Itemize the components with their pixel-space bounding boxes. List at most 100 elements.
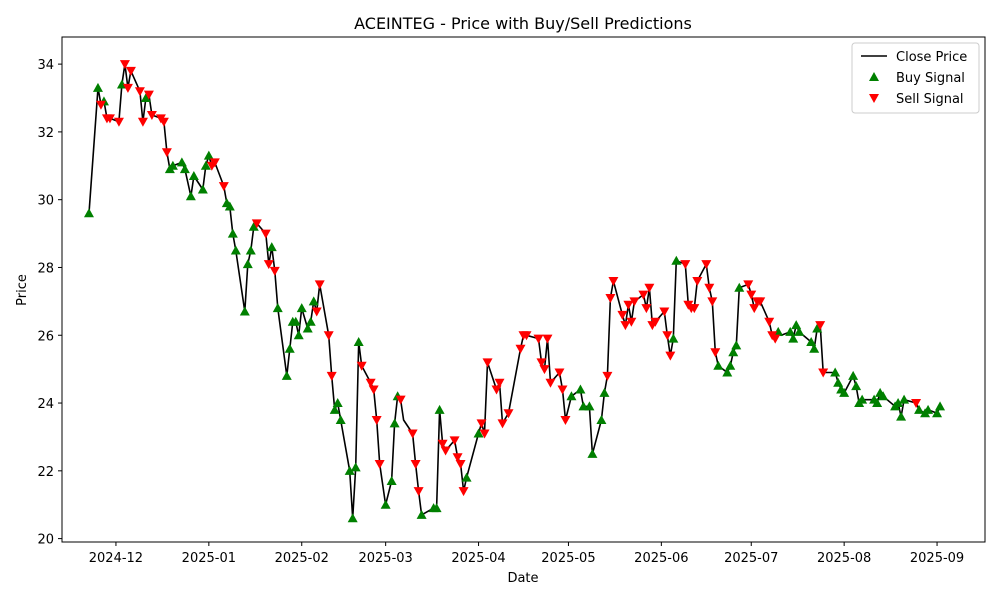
- chart-title: ACEINTEG - Price with Buy/Sell Predictio…: [354, 14, 692, 33]
- sell-signal-marker: [689, 304, 700, 314]
- sell-signal-marker: [629, 297, 640, 307]
- buy-signal-marker: [839, 387, 850, 397]
- buy-signal-marker: [293, 330, 304, 340]
- sell-signal-marker: [650, 317, 661, 327]
- buy-signal-marker: [872, 398, 883, 408]
- buy-signal-marker: [734, 282, 745, 292]
- y-axis-ticks: 20 22 24 26 28 30 32 34: [37, 58, 62, 548]
- buy-signal-marker: [380, 499, 391, 509]
- buy-signal-marker: [224, 201, 235, 211]
- sell-signal-marker: [605, 293, 616, 303]
- sell-signal-marker: [620, 321, 631, 331]
- buy-signal-marker: [290, 316, 301, 326]
- sell-signal-marker: [452, 453, 463, 463]
- sell-signal-marker: [368, 385, 379, 395]
- sell-signal-marker: [533, 334, 544, 344]
- buy-signal-marker: [893, 398, 904, 408]
- sell-signal-marker: [497, 419, 508, 429]
- sell-signal-marker: [626, 317, 637, 327]
- buy-signal-marker: [347, 513, 358, 523]
- sell-signal-marker: [263, 260, 274, 270]
- sell-signal-marker: [815, 321, 826, 331]
- buy-signal-marker: [200, 160, 211, 170]
- sell-signal-marker: [536, 358, 547, 368]
- x-tick-label: 2025-06: [634, 551, 688, 566]
- y-tick-label: 26: [37, 329, 54, 344]
- buy-signal-marker: [668, 333, 679, 343]
- sell-signal-marker: [764, 317, 775, 327]
- sell-signal-marker: [449, 436, 460, 446]
- sell-signal-marker: [641, 304, 652, 314]
- sell-signal-marker: [269, 266, 280, 276]
- buy-signal-marker: [305, 316, 316, 326]
- sell-signal-marker: [323, 331, 334, 341]
- buy-signal-marker: [167, 160, 178, 170]
- sell-signal-marker: [539, 365, 550, 375]
- y-tick-label: 30: [37, 194, 54, 209]
- legend-buy-signal-swatch: [869, 72, 879, 81]
- buy-signal-marker: [812, 323, 823, 333]
- buy-signal-marker: [794, 326, 805, 336]
- sell-signal-marker: [146, 110, 157, 120]
- buy-signal-marker: [857, 394, 868, 404]
- buy-signal-marker: [932, 408, 943, 418]
- sell-signal-marker: [410, 460, 421, 470]
- y-axis-label: Price: [15, 274, 30, 306]
- sell-signal-marker: [644, 283, 655, 293]
- sell-signal-marker: [143, 90, 154, 100]
- sell-signal-marker: [749, 304, 760, 314]
- sell-signal-marker: [113, 117, 124, 127]
- sell-signal-marker: [557, 385, 568, 395]
- buy-signal-marker: [242, 259, 253, 269]
- x-tick-label: 2025-02: [275, 551, 329, 566]
- buy-signal-marker: [203, 150, 214, 160]
- buy-signal-marker: [188, 170, 199, 180]
- y-tick-label: 20: [37, 533, 54, 548]
- buy-signal-marker: [179, 164, 190, 174]
- sell-signal-marker: [314, 280, 325, 290]
- buy-signal-marker: [596, 414, 607, 424]
- x-tick-label: 2025-09: [910, 551, 964, 566]
- buy-signal-marker: [416, 509, 427, 519]
- sell-signal-marker: [545, 378, 556, 388]
- sell-signal-marker: [374, 460, 385, 470]
- buy-signal-marker: [308, 296, 319, 306]
- buy-signal-marker: [914, 404, 925, 414]
- sell-signal-marker: [608, 277, 619, 287]
- sell-signal-marker: [356, 361, 367, 371]
- sell-signal-marker: [770, 334, 781, 344]
- sell-signal-marker: [521, 331, 532, 341]
- sell-signal-marker: [755, 297, 766, 307]
- buy-signal-marker: [896, 411, 907, 421]
- buy-signal-marker: [335, 414, 346, 424]
- x-tick-label: 2025-04: [451, 551, 505, 566]
- sell-signal-marker: [617, 310, 628, 320]
- sell-signal-marker: [371, 415, 382, 425]
- sell-signal-marker: [704, 283, 715, 293]
- buy-signal-marker: [848, 370, 859, 380]
- sell-signal-marker: [692, 277, 703, 287]
- y-tick-label: 34: [37, 58, 54, 73]
- sell-signal-marker: [119, 60, 130, 70]
- buy-signal-marker: [899, 394, 910, 404]
- sell-signal-marker: [437, 439, 448, 449]
- buy-signal-marker: [713, 360, 724, 370]
- buy-signal-marker: [239, 306, 250, 316]
- buy-signal-marker: [728, 347, 739, 357]
- y-tick-label: 32: [37, 126, 54, 141]
- plot-frame: [61, 36, 986, 543]
- sell-signal-marker: [365, 378, 376, 388]
- buy-signal-marker: [722, 367, 733, 377]
- sell-signal-marker: [476, 419, 487, 429]
- x-tick-label: 2025-05: [541, 551, 595, 566]
- sell-signal-marker: [479, 429, 490, 439]
- sell-signal-marker: [665, 351, 676, 361]
- buy-signal-marker: [386, 475, 397, 485]
- buy-signal-marker: [176, 157, 187, 167]
- sell-signal-marker: [395, 395, 406, 405]
- sell-signal-marker: [122, 83, 133, 93]
- sell-signal-marker: [440, 446, 451, 456]
- sell-signal-marker: [209, 158, 220, 168]
- x-tick-label: 2025-03: [358, 551, 412, 566]
- sell-signal-marker: [455, 460, 466, 470]
